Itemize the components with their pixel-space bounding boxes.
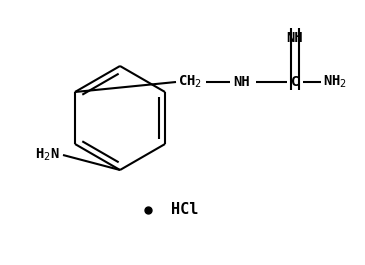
Text: CH$_2$: CH$_2$: [178, 74, 202, 90]
Text: HCl: HCl: [171, 202, 199, 218]
Text: NH: NH: [287, 31, 303, 45]
Text: H$_2$N: H$_2$N: [35, 147, 59, 163]
Text: C: C: [291, 75, 299, 89]
Text: NH: NH: [234, 75, 250, 89]
Text: NH$_2$: NH$_2$: [323, 74, 347, 90]
